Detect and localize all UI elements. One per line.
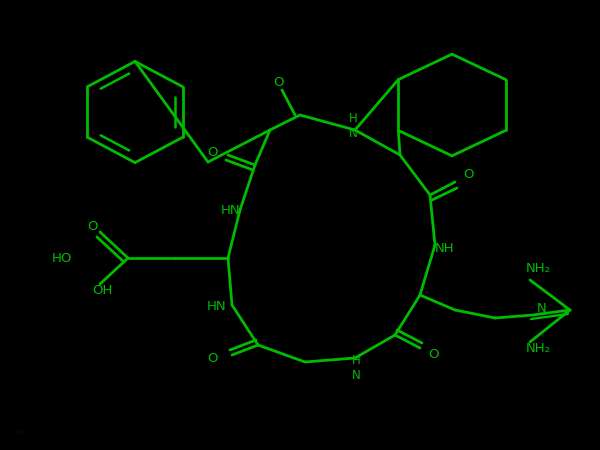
Text: O: O: [273, 76, 283, 89]
Text: NH₂: NH₂: [526, 261, 551, 274]
Text: O: O: [87, 220, 97, 233]
Text: N: N: [537, 302, 547, 315]
Text: HN: HN: [206, 301, 226, 314]
Text: H
N: H N: [352, 354, 361, 382]
Text: NH: NH: [435, 242, 455, 255]
Text: OH: OH: [92, 284, 112, 297]
Text: Str.: Str.: [15, 429, 26, 435]
Text: O: O: [208, 147, 218, 159]
Text: O: O: [463, 167, 473, 180]
Text: H
N: H N: [349, 112, 358, 140]
Text: O: O: [428, 348, 439, 361]
Text: HO: HO: [52, 252, 72, 265]
Text: NH₂: NH₂: [526, 342, 551, 355]
Text: O: O: [208, 351, 218, 364]
Text: HN: HN: [220, 203, 240, 216]
